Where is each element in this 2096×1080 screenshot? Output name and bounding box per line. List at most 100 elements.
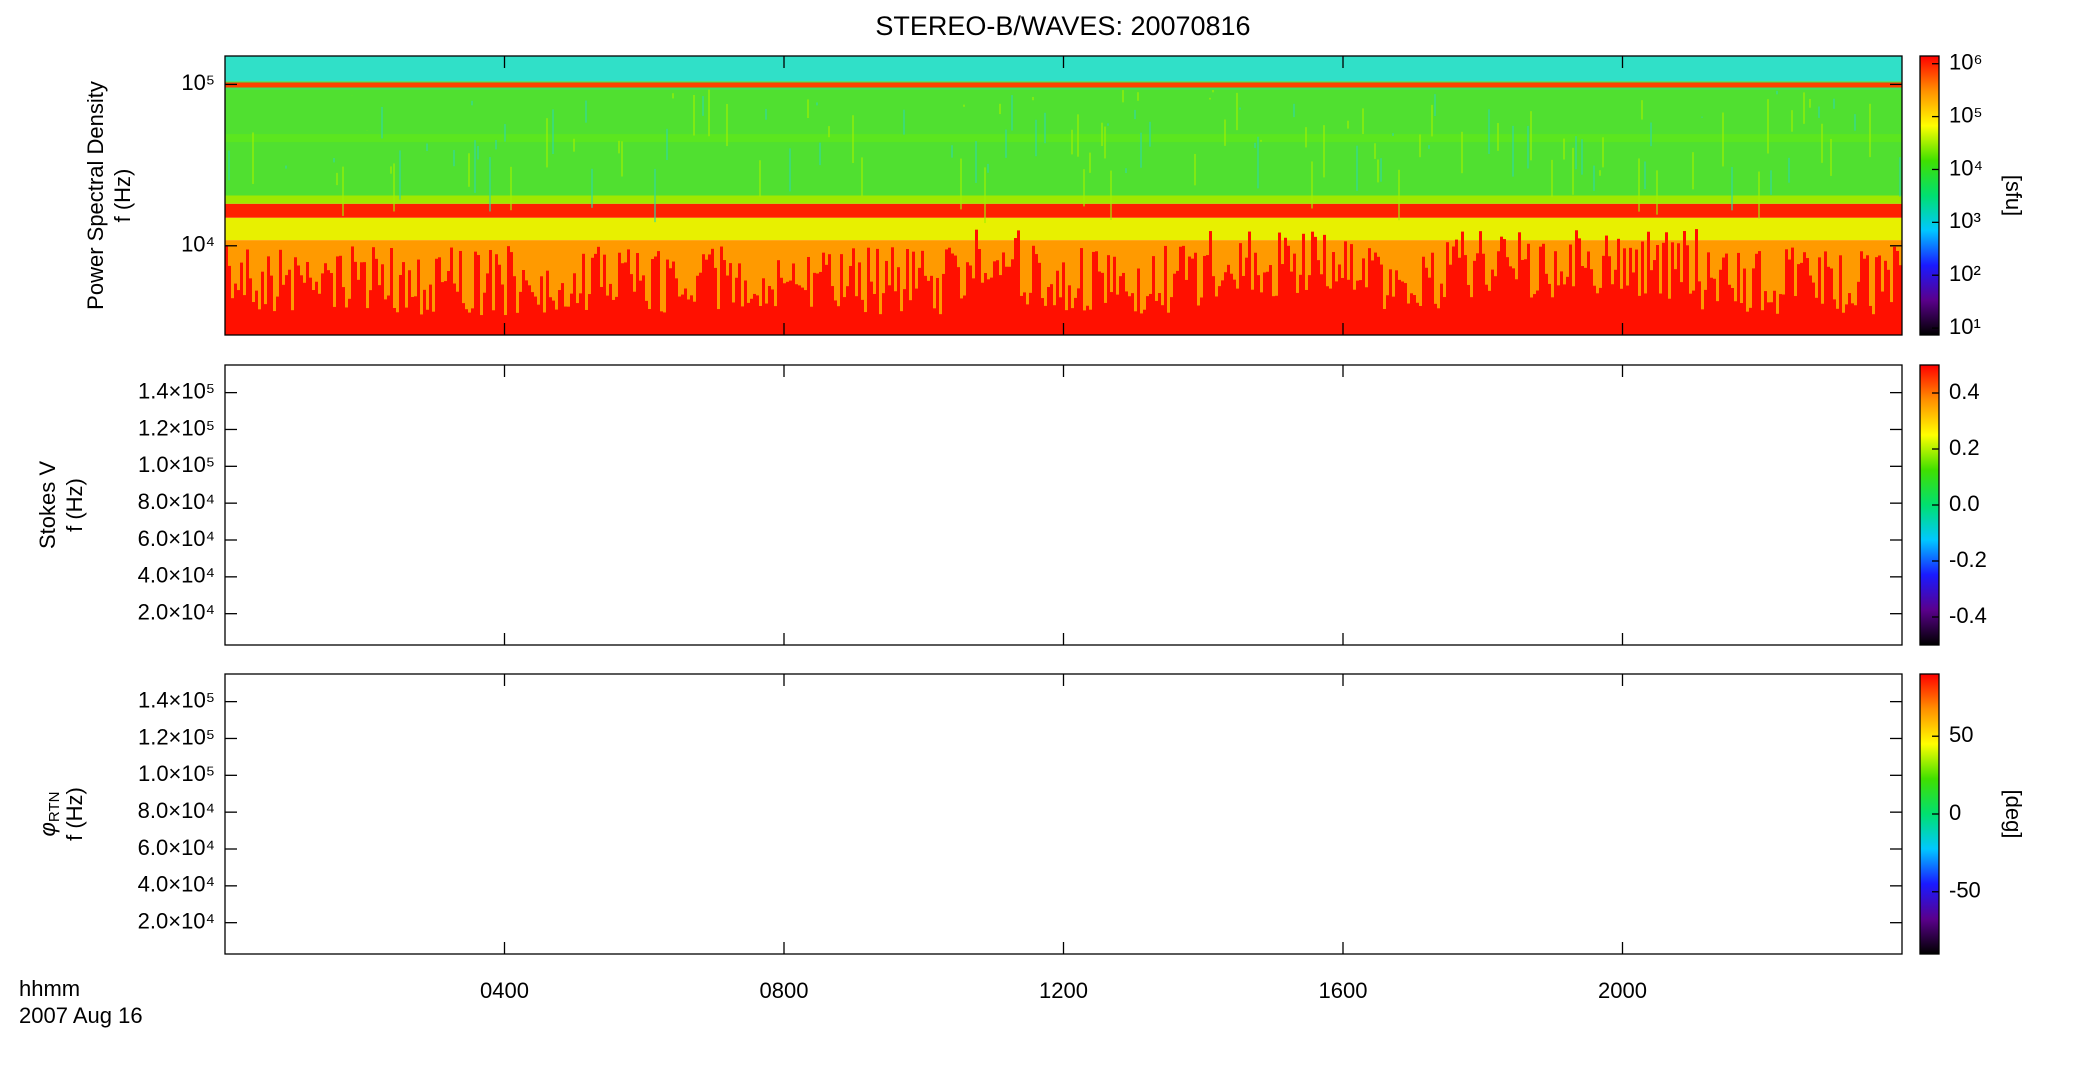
spectrogram-streak <box>1755 253 1758 335</box>
spectrogram-streak <box>915 288 918 335</box>
y-tick-label: 1.0×10⁵ <box>138 452 215 477</box>
spectrogram-streak <box>1701 309 1704 335</box>
spectrogram-band <box>225 217 1902 241</box>
spectrogram-streak <box>507 246 510 335</box>
spectrogram-streak <box>732 302 735 335</box>
spectrogram-streak <box>1830 138 1832 176</box>
colorbar-label: [deg] <box>2001 790 2026 839</box>
spectrogram-streak <box>627 249 630 335</box>
spectrogram-streak <box>474 251 477 335</box>
spectrogram-streak <box>1404 283 1407 335</box>
spectrogram-streak <box>645 300 648 335</box>
spectrogram-streak <box>1011 95 1013 131</box>
spectrogram-streak <box>1197 305 1200 335</box>
spectrogram-streak <box>342 287 345 335</box>
x-tick-label: 2000 <box>1598 978 1647 1003</box>
spectrogram-streak <box>426 143 428 152</box>
spectrogram-streak <box>1110 292 1113 335</box>
spectrogram-streak <box>1731 288 1734 335</box>
spectrogram-streak <box>1758 251 1761 335</box>
spectrogram-streak <box>711 248 714 335</box>
spectrogram-streak <box>1704 289 1707 335</box>
y-tick-label: 1.4×10⁵ <box>138 687 215 712</box>
spectrogram-streak <box>663 312 666 335</box>
spectrogram-streak <box>1758 171 1760 219</box>
spectrogram-streak <box>336 256 339 335</box>
spectrogram-streak <box>519 291 522 335</box>
spectrogram-streak <box>693 94 695 136</box>
spectrogram-streak <box>1791 247 1794 335</box>
spectrogram-streak <box>1779 294 1782 335</box>
spectrogram-streak <box>996 260 999 335</box>
spectrogram-streak <box>1515 279 1518 335</box>
spectrogram-streak <box>1137 92 1139 101</box>
spectrogram-streak <box>426 309 429 335</box>
spectrogram-streak <box>1098 271 1101 335</box>
spectrogram-streak <box>399 150 401 200</box>
spectrogram-streak <box>1692 290 1695 335</box>
spectrogram-streak <box>1053 305 1056 335</box>
spectrogram-streak <box>1659 293 1662 335</box>
spectrogram-streak <box>756 295 759 335</box>
spectrogram-streak <box>1188 256 1191 335</box>
spectrogram-streak <box>744 280 747 335</box>
spectrogram-streak <box>1428 145 1430 149</box>
spectrogram-streak <box>1593 285 1596 335</box>
spectrogram-streak <box>1368 248 1371 335</box>
spectrogram-band <box>225 134 1902 143</box>
spectrogram-streak <box>1065 310 1068 335</box>
spectrogram-streak <box>1485 284 1488 335</box>
spectrogram-streak <box>1161 305 1164 335</box>
spectrogram-streak <box>1392 296 1395 335</box>
spectrogram-streak <box>903 109 905 135</box>
spectrogram-streak <box>363 262 366 335</box>
spectrogram-streak <box>720 246 723 335</box>
spectrogram-streak <box>648 309 651 335</box>
spectrogram-streak <box>861 299 864 335</box>
spectrogram-streak <box>1209 97 1211 100</box>
spectrogram-streak <box>981 282 984 335</box>
spectrogram-streak <box>1419 305 1422 335</box>
spectrogram-streak <box>1059 297 1062 335</box>
spectrogram-streak <box>1491 269 1494 335</box>
spectrogram-streak <box>378 285 381 335</box>
spectrogram-streak <box>585 100 587 123</box>
spectrogram-streak <box>1104 302 1107 335</box>
spectrogram-streak <box>825 264 828 335</box>
spectrogram-streak <box>468 153 470 187</box>
spectrogram-streak <box>1725 253 1728 335</box>
spectrogram-streak <box>714 267 717 335</box>
spectrogram-streak <box>1899 265 1902 335</box>
spectrogram-streak <box>1266 271 1269 335</box>
spectrogram-streak <box>1599 170 1601 176</box>
x-tick-label: 1200 <box>1039 978 1088 1003</box>
spectrogram-streak <box>873 293 876 335</box>
spectrogram-streak <box>510 166 512 211</box>
spectrogram-streak <box>1656 245 1659 335</box>
spectrogram-streak <box>1860 251 1863 335</box>
spectrogram-streak <box>1185 279 1188 335</box>
spectrogram-streak <box>633 291 636 335</box>
spectrogram-streak <box>294 257 297 335</box>
spectrogram-streak <box>801 287 804 335</box>
spectrogram-streak <box>360 262 363 335</box>
spectrogram-streak <box>1395 270 1398 335</box>
spectrogram-streak <box>480 315 483 335</box>
spectrogram-streak <box>1320 274 1323 335</box>
spectrogram-streak <box>930 275 933 335</box>
spectrogram-streak <box>1236 288 1239 335</box>
spectrogram-streak <box>891 247 894 335</box>
spectrogram-streak <box>687 299 690 335</box>
spectrogram-streak <box>324 263 327 335</box>
spectrogram-streak <box>1140 132 1142 168</box>
spectrogram-band <box>225 203 1902 218</box>
spectrogram-streak <box>951 253 954 335</box>
y-axis-label: φRTN <box>35 792 63 837</box>
spectrogram-streak <box>1620 288 1623 335</box>
spectrogram-streak <box>882 293 885 335</box>
spectrogram-streak <box>1380 158 1382 182</box>
spectrogram-streak <box>1014 238 1017 335</box>
spectrogram-streak <box>495 139 497 150</box>
spectrogram-streak <box>1656 170 1658 215</box>
spectrogram-streak <box>1761 310 1764 335</box>
